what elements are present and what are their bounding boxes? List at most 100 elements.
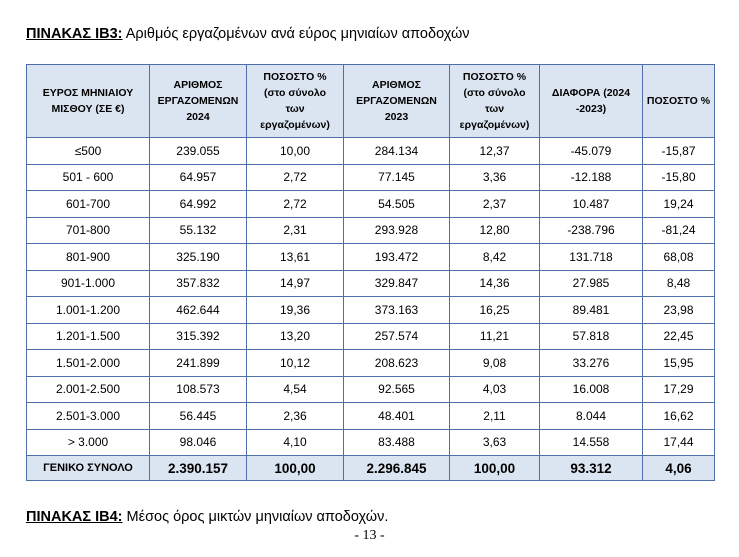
table-cell: 13,61 xyxy=(246,243,344,271)
table-cell: 601-700 xyxy=(26,190,150,218)
table-cell: 10,12 xyxy=(246,349,344,377)
table-cell: 131.718 xyxy=(539,243,643,271)
header-cell: ΠΟΣΟΣΤΟ % (στο σύνολο των εργαζομένων) xyxy=(246,64,344,138)
table-cell: 284.134 xyxy=(343,137,450,165)
table-cell: 55.132 xyxy=(149,216,247,244)
table-cell: 8.044 xyxy=(539,402,643,430)
table-cell: 10.487 xyxy=(539,190,643,218)
page-number: - 13 - xyxy=(354,528,385,543)
table-cell: 9,08 xyxy=(449,349,540,377)
total-cell: 2.296.845 xyxy=(343,455,450,481)
table-cell: 1.001-1.200 xyxy=(26,296,150,324)
table-cell: 64.957 xyxy=(149,163,247,191)
table-cell: 315.392 xyxy=(149,322,247,350)
table-row: 601-700 64.992 2,72 54.505 2,37 10.487 19,24 xyxy=(26,190,715,218)
table-cell: 48.401 xyxy=(343,402,450,430)
table-cell: 462.644 xyxy=(149,296,247,324)
table-cell: 16,62 xyxy=(642,402,715,430)
table-caption: ΠΙΝΑΚΑΣ ΙΒ3: Αριθμός εργαζομένων ανά εύρ… xyxy=(26,26,470,42)
table-cell: 4,10 xyxy=(246,428,344,456)
table-cell: 17,44 xyxy=(642,428,715,456)
table-cell: 12,37 xyxy=(449,137,540,165)
table-cell: 373.163 xyxy=(343,296,450,324)
table-cell: -81,24 xyxy=(642,216,715,244)
table-cell: 68,08 xyxy=(642,243,715,271)
table-row: 1.001-1.200 462.644 19,36 373.163 16,25 89.48… xyxy=(26,296,715,324)
table-cell: 89.481 xyxy=(539,296,643,324)
table-cell: 239.055 xyxy=(149,137,247,165)
table-cell: 241.899 xyxy=(149,349,247,377)
table-cell: 64.992 xyxy=(149,190,247,218)
table-cell: 11,21 xyxy=(449,322,540,350)
table-cell: 293.928 xyxy=(343,216,450,244)
table-row: 701-800 55.132 2,31 293.928 12,80 -238.796 -81… xyxy=(26,216,715,244)
total-row: ΓΕΝΙΚΟ ΣΥΝΟΛΟ 2.390.157 100,00 2.296.845 100… xyxy=(26,455,715,481)
table-cell: 17,29 xyxy=(642,375,715,403)
total-cell: 100,00 xyxy=(449,455,540,481)
wage-distribution-table: ΕΥΡΟΣ ΜΗΝΙΑΙΟΥ ΜΙΣΘΟΥ (ΣΕ €) ΑΡΙΘΜΟΣ ΕΡΓΑΖ… xyxy=(26,64,715,481)
table-cell: 19,36 xyxy=(246,296,344,324)
table-cell: 2.501-3.000 xyxy=(26,402,150,430)
table-cell: 357.832 xyxy=(149,269,247,297)
next-table-caption: ΠΙΝΑΚΑΣ ΙΒ4: Μέσος όρος μικτών μηνιαίων … xyxy=(26,509,388,525)
total-cell: ΓΕΝΙΚΟ ΣΥΝΟΛΟ xyxy=(26,455,150,481)
table-cell: 2.001-2.500 xyxy=(26,375,150,403)
total-cell: 100,00 xyxy=(246,455,344,481)
table-cell: 16,25 xyxy=(449,296,540,324)
table-cell: -15,80 xyxy=(642,163,715,191)
table-cell: 33.276 xyxy=(539,349,643,377)
table-cell: > 3.000 xyxy=(26,428,150,456)
header-cell: ΕΥΡΟΣ ΜΗΝΙΑΙΟΥ ΜΙΣΘΟΥ (ΣΕ €) xyxy=(26,64,150,138)
table-cell: 19,24 xyxy=(642,190,715,218)
table-cell: 4,54 xyxy=(246,375,344,403)
table-cell: 16.008 xyxy=(539,375,643,403)
table-cell: 329.847 xyxy=(343,269,450,297)
table-cell: 3,63 xyxy=(449,428,540,456)
table-cell: 2,37 xyxy=(449,190,540,218)
table-cell: -238.796 xyxy=(539,216,643,244)
table-cell: 108.573 xyxy=(149,375,247,403)
table-cell: 701-800 xyxy=(26,216,150,244)
header-cell: ΠΟΣΟΣΤΟ % xyxy=(642,64,715,138)
table-cell: 10,00 xyxy=(246,137,344,165)
table-cell: 22,45 xyxy=(642,322,715,350)
header-cell: ΑΡΙΘΜΟΣ ΕΡΓΑΖΟΜΕΝΩΝ 2024 xyxy=(149,64,247,138)
header-cell: ΑΡΙΘΜΟΣ ΕΡΓΑΖΟΜΕΝΩΝ 2023 xyxy=(343,64,450,138)
table-cell: 12,80 xyxy=(449,216,540,244)
table-row: 501 - 600 64.957 2,72 77.145 3,36 -12.188 -15,… xyxy=(26,163,715,191)
table-cell: 14.558 xyxy=(539,428,643,456)
table-row: 901-1.000 357.832 14,97 329.847 14,36 27.985 8… xyxy=(26,269,715,297)
table-cell: ≤500 xyxy=(26,137,150,165)
table-cell: 23,98 xyxy=(642,296,715,324)
table-cell: 2,72 xyxy=(246,190,344,218)
table-cell: 98.046 xyxy=(149,428,247,456)
table-cell: 14,97 xyxy=(246,269,344,297)
table-row: 2.001-2.500 108.573 4,54 92.565 4,03 16.008 17… xyxy=(26,375,715,403)
header-cell: ΠΟΣΟΣΤΟ % (στο σύνολο των εργαζομένων) xyxy=(449,64,540,138)
table-label: ΠΙΝΑΚΑΣ ΙΒ3: xyxy=(26,26,123,42)
table-row: ≤500 239.055 10,00 284.134 12,37 -45.079 -15,8… xyxy=(26,137,715,165)
total-cell: 4,06 xyxy=(642,455,715,481)
table-cell: 901-1.000 xyxy=(26,269,150,297)
table-cell: 57.818 xyxy=(539,322,643,350)
table-row: 2.501-3.000 56.445 2,36 48.401 2,11 8.044 16,6… xyxy=(26,402,715,430)
table-cell: 54.505 xyxy=(343,190,450,218)
table-cell: 2,31 xyxy=(246,216,344,244)
table-cell: 325.190 xyxy=(149,243,247,271)
table-cell: 8,48 xyxy=(642,269,715,297)
next-table-title: Μέσος όρος μικτών μηνιαίων αποδοχών. xyxy=(122,509,389,525)
table-cell: 83.488 xyxy=(343,428,450,456)
table-cell: 8,42 xyxy=(449,243,540,271)
table-row: 801-900 325.190 13,61 193.472 8,42 131.718 68,… xyxy=(26,243,715,271)
table-row: > 3.000 98.046 4,10 83.488 3,63 14.558 17,44 xyxy=(26,428,715,456)
table-cell: 2,72 xyxy=(246,163,344,191)
header-cell: ΔΙΑΦΟΡΑ (2024 -2023) xyxy=(539,64,643,138)
table-cell: 3,36 xyxy=(449,163,540,191)
table-cell: 14,36 xyxy=(449,269,540,297)
table-body: ≤500 239.055 10,00 284.134 12,37 -45.079 -15,8… xyxy=(26,137,715,481)
table-cell: 208.623 xyxy=(343,349,450,377)
table-cell: 1.201-1.500 xyxy=(26,322,150,350)
table-cell: 193.472 xyxy=(343,243,450,271)
table-cell: 4,03 xyxy=(449,375,540,403)
total-cell: 2.390.157 xyxy=(149,455,247,481)
